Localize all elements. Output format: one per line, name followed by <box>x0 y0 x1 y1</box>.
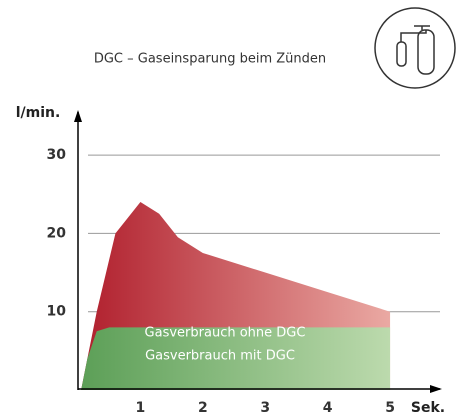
y-axis-arrow <box>74 110 82 122</box>
area <box>81 327 391 390</box>
gas-icon <box>374 7 456 89</box>
x-tick-label: 4 <box>323 400 333 416</box>
x-tick-label: 3 <box>260 400 270 416</box>
x-tick-label: 5 <box>385 400 395 416</box>
series-label: Gasverbrauch ohne DGC <box>145 326 306 341</box>
y-tick-label: 30 <box>47 147 67 163</box>
x-axis-label: Sek. <box>411 400 445 416</box>
x-tick-label: 2 <box>198 400 208 416</box>
x-axis-arrow <box>430 385 442 393</box>
y-tick-label: 10 <box>47 304 67 320</box>
chart-title: DGC – Gaseinsparung beim Zünden <box>94 52 326 67</box>
y-tick-label: 20 <box>47 225 67 241</box>
x-tick-label: 1 <box>136 400 146 416</box>
y-axis-label: l/min. <box>16 105 61 121</box>
series-label: Gasverbrauch mit DGC <box>145 349 295 364</box>
